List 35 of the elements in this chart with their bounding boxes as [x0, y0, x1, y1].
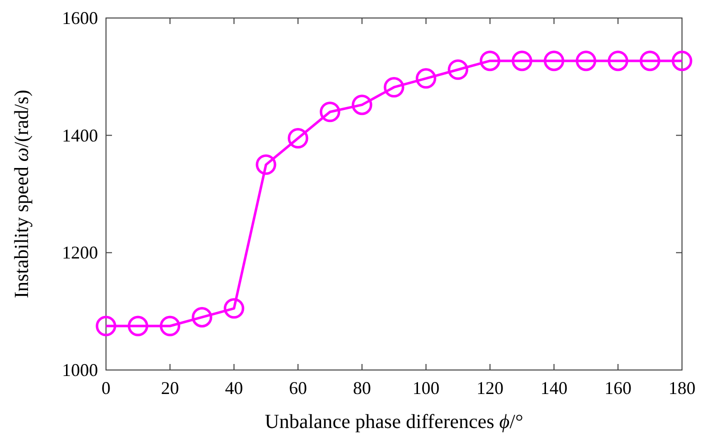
point [416, 68, 436, 89]
point [160, 316, 180, 336]
point [480, 50, 500, 72]
x-tick-label: 20 [161, 378, 179, 398]
point [384, 76, 404, 98]
point [128, 316, 148, 336]
x-tick-label: 140 [540, 378, 568, 398]
x-tick-label: 100 [412, 378, 440, 398]
y-tick-label: 1000 [62, 360, 98, 380]
point [320, 102, 340, 122]
x-tick-label: 180 [668, 378, 696, 398]
point [672, 50, 692, 72]
y-tick-label: 1400 [62, 125, 98, 146]
point [256, 154, 276, 175]
point [576, 50, 596, 72]
x-tick-label: 40 [225, 378, 243, 398]
point [544, 50, 564, 72]
x-tick-label: 0 [102, 378, 110, 398]
y-tick-label: 1200 [62, 242, 98, 263]
x-tick-label: 160 [604, 378, 632, 398]
y-axis-title: Instability speed ω/(rad/s) [11, 90, 33, 298]
point [288, 128, 308, 149]
x-tick-label: 80 [353, 378, 371, 398]
point [448, 59, 468, 80]
x-tick-label: 60 [289, 378, 307, 398]
point [224, 298, 244, 319]
point [352, 94, 372, 116]
x-tick-label: 120 [476, 378, 504, 398]
point [640, 50, 660, 72]
point [608, 50, 628, 72]
point [192, 306, 212, 328]
x-axis-title: Unbalance phase differences ϕ/° [264, 411, 524, 433]
y-tick-label: 1600 [62, 8, 98, 28]
point [512, 50, 532, 72]
point [96, 316, 116, 336]
